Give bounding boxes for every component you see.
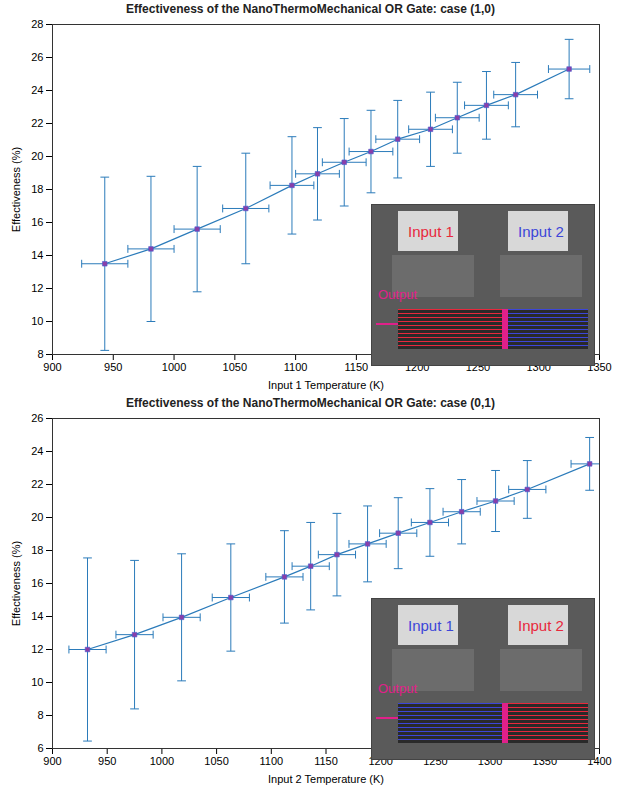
svg-text:22: 22 [31,117,43,129]
svg-text:16: 16 [31,577,43,589]
svg-text:14: 14 [31,249,43,261]
svg-text:Effectiveness (%): Effectiveness (%) [10,541,22,626]
svg-text:26: 26 [31,412,43,424]
svg-text:1200: 1200 [368,755,393,768]
html-text:Input 2: Input 2 [518,617,564,634]
svg-text:1050: 1050 [223,361,247,373]
svg-text:24: 24 [31,445,43,457]
svg-text:Input 2 Temperature (K): Input 2 Temperature (K) [268,773,384,785]
svg-text:1250: 1250 [465,361,491,374]
svg-text:20: 20 [31,511,43,523]
svg-text:1100: 1100 [284,361,308,373]
svg-text:950: 950 [98,755,116,767]
svg-text:1000: 1000 [150,755,174,767]
html-text:Input 1: Input 1 [408,617,454,634]
svg-text:12: 12 [31,643,43,655]
svg-text:14: 14 [31,610,43,622]
svg-text:10: 10 [31,315,43,327]
svg-text:1150: 1150 [345,361,369,373]
svg-text:1100: 1100 [259,755,283,767]
svg-text:1000: 1000 [162,361,186,373]
svg-text:6: 6 [37,742,43,754]
svg-text:Input 1 Temperature (K): Input 1 Temperature (K) [268,379,384,391]
svg-text:Effectiveness (%): Effectiveness (%) [10,147,22,232]
html-text:Output: Output [378,287,417,302]
html-text:Output: Output [378,681,417,696]
html-text:Input 1: Input 1 [408,223,454,240]
svg-text:1350: 1350 [587,361,612,374]
svg-text:18: 18 [31,544,43,556]
svg-text:1150: 1150 [314,755,338,767]
svg-text:22: 22 [31,478,43,490]
svg-text:1400: 1400 [587,755,612,768]
svg-text:24: 24 [31,84,43,96]
svg-text:18: 18 [31,183,43,195]
html-text:Effectiveness of the NanoTherm: Effectiveness of the NanoThermoMechanica… [126,2,495,16]
svg-text:1250: 1250 [423,755,448,768]
svg-text:1300: 1300 [477,755,503,768]
svg-text:20: 20 [31,150,43,162]
svg-text:1350: 1350 [532,755,557,768]
html-text:Effectiveness of the NanoTherm: Effectiveness of the NanoThermoMechanica… [126,396,495,410]
svg-text:1050: 1050 [204,755,228,767]
svg-text:1200: 1200 [404,361,430,374]
svg-text:1300: 1300 [526,361,551,374]
svg-text:26: 26 [31,51,43,63]
svg-text:10: 10 [31,676,43,688]
svg-text:12: 12 [31,282,43,294]
svg-text:16: 16 [31,216,43,228]
html-text:Input 2: Input 2 [518,223,564,240]
svg-text:900: 900 [43,361,61,373]
svg-text:28: 28 [31,18,43,30]
svg-text:900: 900 [43,755,61,767]
svg-text:8: 8 [37,709,43,721]
svg-text:8: 8 [37,348,43,360]
svg-text:950: 950 [104,361,122,373]
